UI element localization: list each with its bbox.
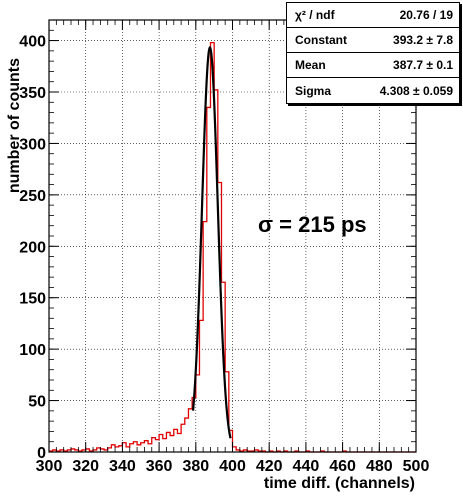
stats-label: Mean [295, 58, 326, 72]
x-tick-label: 320 [72, 458, 99, 475]
histogram-bin [141, 443, 145, 452]
y-axis: 0 50 100 150 200 250 300 350 400 [19, 19, 416, 462]
x-tick-label: 460 [329, 458, 356, 475]
histogram-bin [185, 418, 189, 452]
x-tick-label: 500 [403, 458, 430, 475]
stats-label: Constant [295, 33, 347, 47]
x-tick-label: 300 [36, 458, 63, 475]
histogram-series [49, 41, 416, 453]
histogram-bin [133, 442, 137, 452]
fit-curve [191, 45, 232, 439]
gaussian-fit-curve [191, 45, 232, 439]
histogram-bin [122, 443, 126, 452]
y-tick-label: 150 [19, 291, 46, 308]
stats-value: 387.7 ± 0.1 [393, 58, 453, 72]
histogram-bin [155, 440, 159, 452]
y-tick-label: 0 [37, 445, 46, 462]
histogram-bin [233, 447, 237, 452]
grid [49, 20, 416, 452]
histogram-bin [159, 435, 163, 452]
histogram-bin [170, 436, 174, 452]
histogram-bin [177, 433, 181, 452]
histogram-bin [119, 446, 123, 452]
histogram-bin [207, 107, 211, 452]
y-tick-label: 50 [28, 394, 46, 411]
histogram-bin [174, 429, 178, 452]
histogram-bin [166, 432, 170, 452]
histogram-bin [115, 447, 119, 452]
histogram-bin [203, 222, 207, 452]
stats-row-sigma: Sigma 4.308 ± 0.059 [287, 78, 459, 103]
histogram-bin [163, 439, 167, 452]
histogram-bin [137, 445, 141, 452]
y-tick-label: 350 [19, 85, 46, 102]
histogram-bin [181, 424, 185, 452]
x-tick-label: 380 [182, 458, 209, 475]
fit-stats-box: χ² / ndf 20.76 / 19 Constant 393.2 ± 7.8… [286, 2, 460, 104]
x-tick-label: 360 [146, 458, 173, 475]
histogram-bin [152, 438, 156, 452]
sigma-annotation: σ = 215 ps [258, 212, 367, 237]
histogram-bin [148, 444, 152, 452]
x-axis: 300 320 340 360 380 400 420 440 460 480 500 [36, 20, 430, 475]
stats-label: Sigma [295, 83, 332, 98]
stats-value: 20.76 / 19 [399, 8, 453, 22]
histogram-bin [130, 444, 134, 452]
y-tick-label: 100 [19, 342, 46, 359]
x-tick-label: 400 [219, 458, 246, 475]
stats-row-mean: Mean 387.7 ± 0.1 [287, 53, 459, 78]
histogram-bin [111, 445, 115, 452]
histogram-bin [188, 409, 192, 452]
histogram-bin [108, 448, 112, 452]
histogram-bin [196, 375, 200, 452]
x-axis-title: time diff. (channels) [264, 475, 415, 492]
y-tick-label: 300 [19, 136, 46, 153]
histogram-outline [49, 41, 416, 453]
y-tick-label: 250 [19, 188, 46, 205]
stats-label: χ² / ndf [295, 8, 335, 22]
y-tick-label: 400 [19, 34, 46, 51]
x-tick-label: 340 [109, 458, 136, 475]
stats-value: 4.308 ± 0.059 [379, 83, 453, 98]
stats-row-chi2: χ² / ndf 20.76 / 19 [287, 3, 459, 28]
x-tick-label: 480 [366, 458, 393, 475]
histogram-bin [199, 320, 203, 452]
stats-row-constant: Constant 393.2 ± 7.8 [287, 28, 459, 53]
y-tick-label: 200 [19, 239, 46, 256]
y-axis-title: number of counts [6, 58, 23, 193]
histogram-bin [126, 447, 130, 452]
histogram-bin [144, 441, 148, 452]
x-tick-label: 420 [256, 458, 283, 475]
histogram-bin [97, 448, 101, 452]
x-tick-label: 440 [293, 458, 320, 475]
stats-value: 393.2 ± 7.8 [393, 33, 453, 47]
